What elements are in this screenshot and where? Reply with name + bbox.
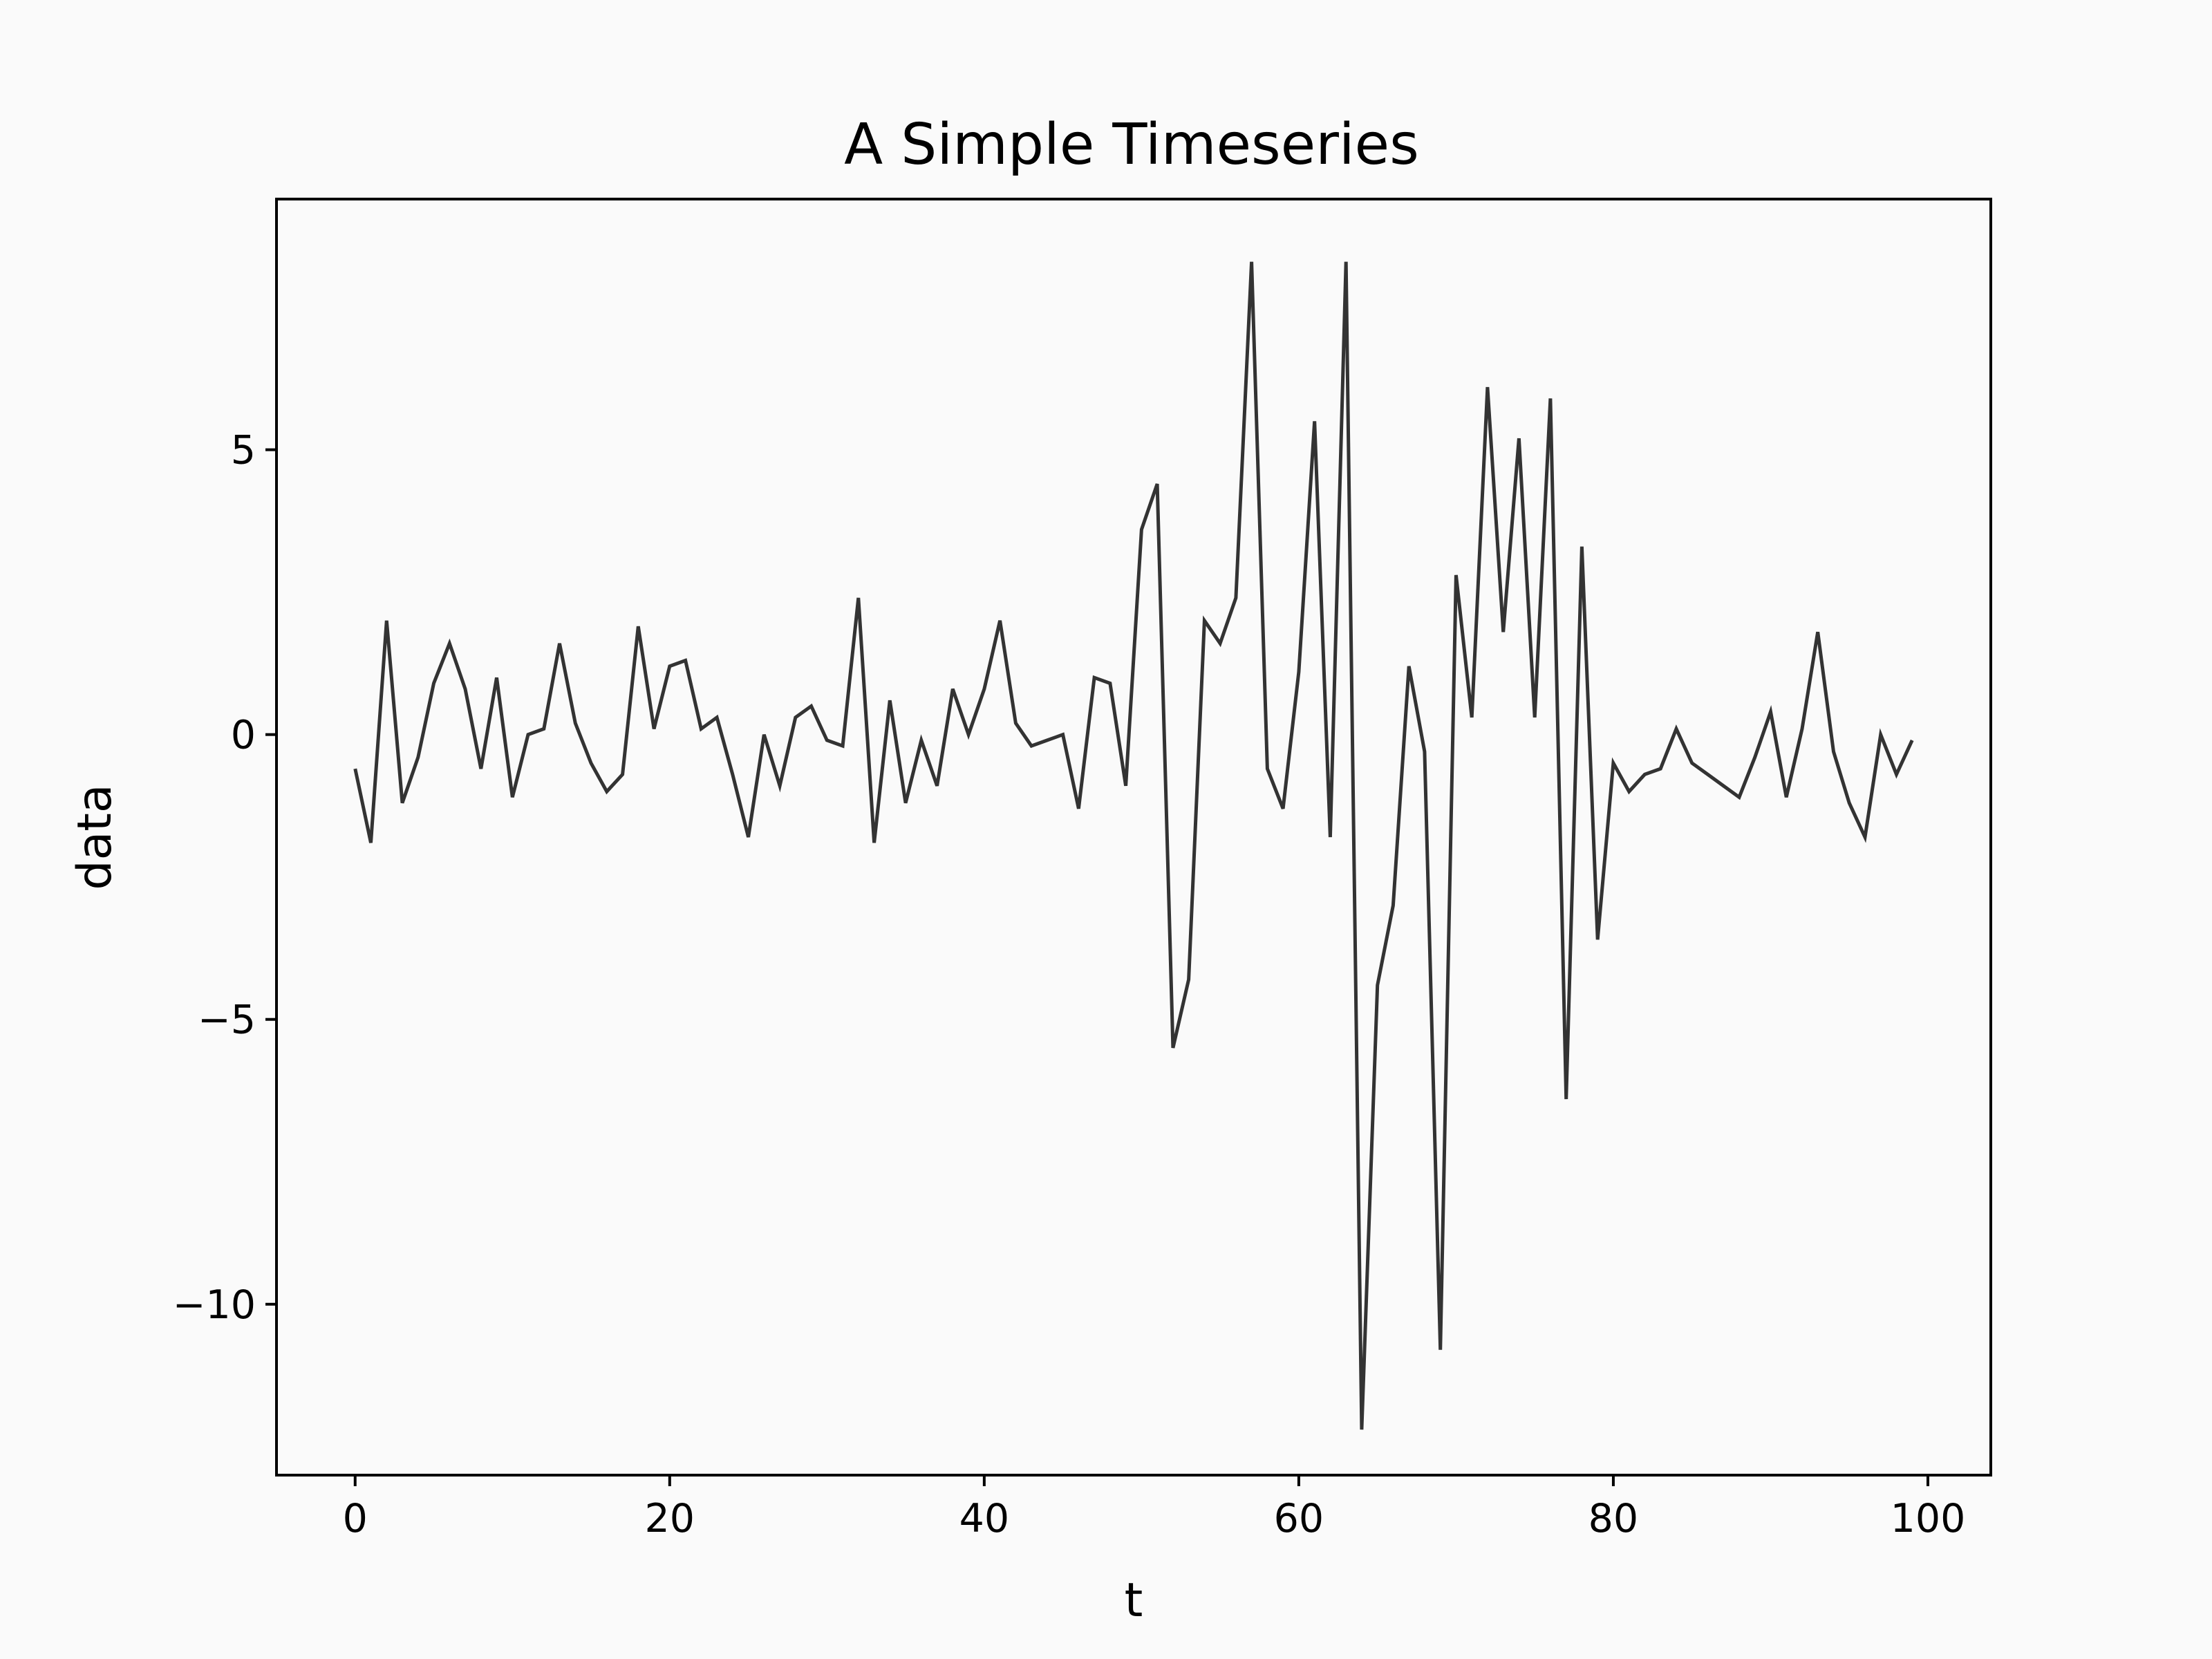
y-axis-label: data	[68, 784, 122, 890]
x-tick-label: 20	[645, 1496, 695, 1541]
x-axis-label: t	[1125, 1573, 1143, 1628]
y-axis: 5 0 −5 −10	[173, 428, 276, 1328]
y-tick-label: −5	[198, 997, 256, 1043]
chart-title: A Simple Timeseries	[844, 112, 1419, 178]
x-tick-label: 80	[1588, 1496, 1639, 1541]
y-tick-label: 0	[231, 713, 256, 758]
plot-area	[275, 198, 1992, 1477]
x-axis: 0 20 40 60 80 100	[343, 1475, 1966, 1541]
y-tick-label: −10	[173, 1282, 256, 1328]
y-tick-label: 5	[231, 428, 256, 474]
series-line	[353, 261, 1914, 1430]
x-tick-label: 100	[1891, 1496, 1966, 1541]
x-tick-label: 60	[1274, 1496, 1324, 1541]
x-tick-label: 40	[959, 1496, 1010, 1541]
x-tick-label: 0	[343, 1496, 368, 1541]
